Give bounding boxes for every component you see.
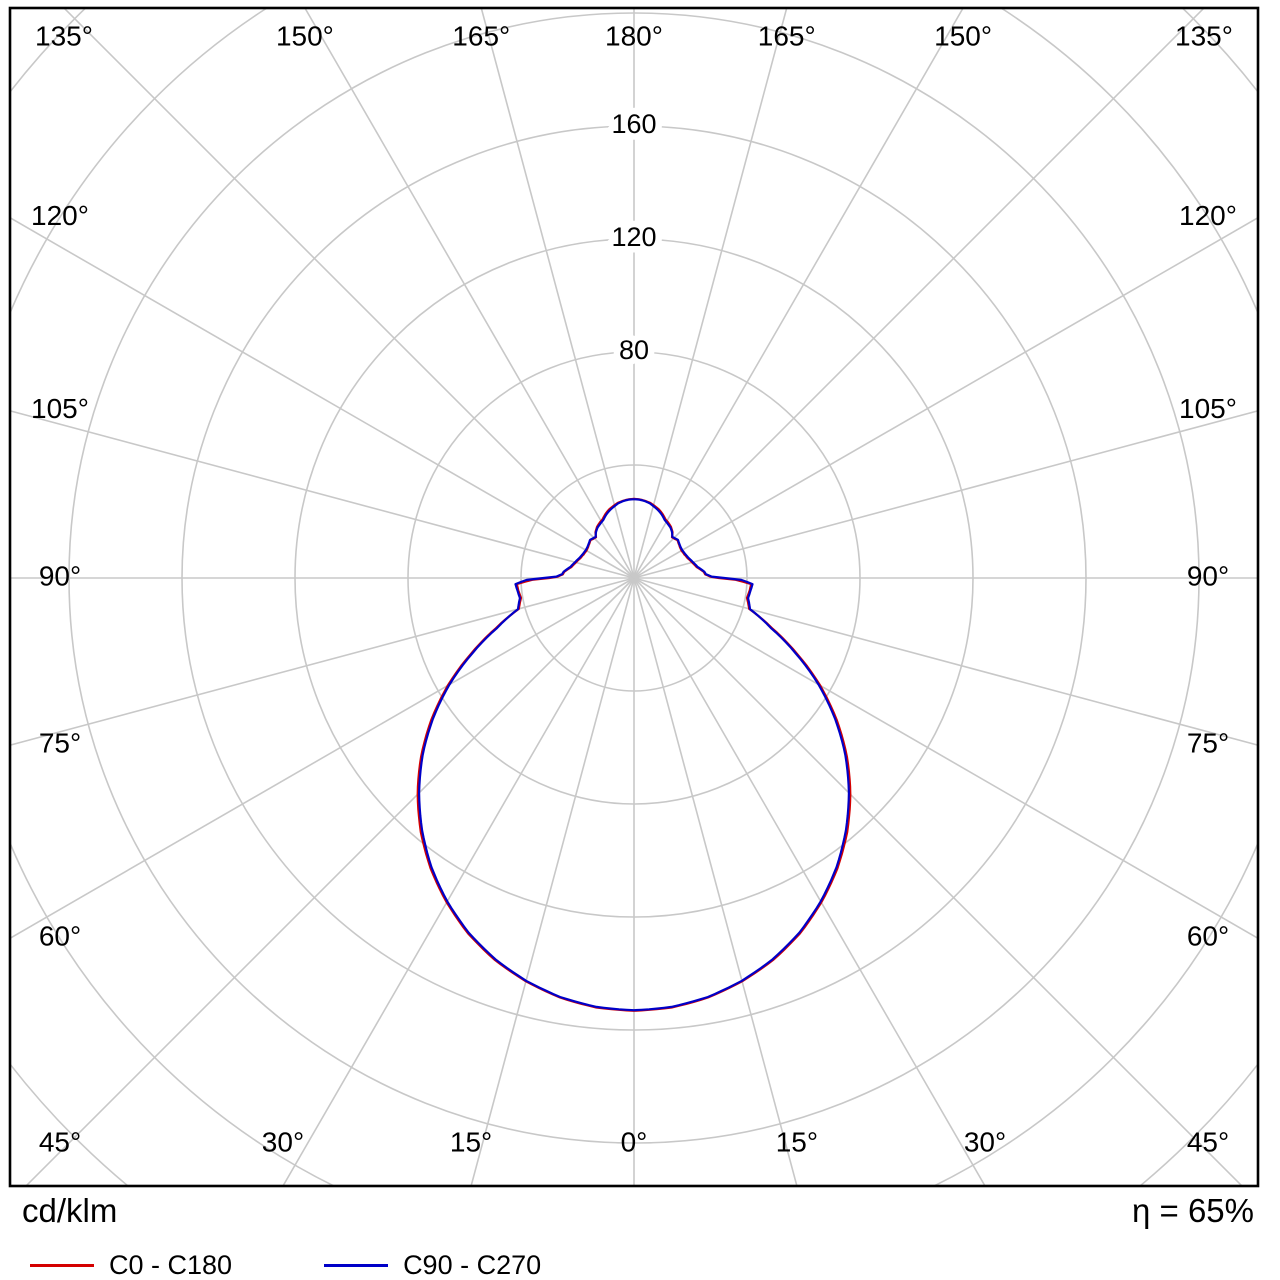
- legend-label-c0-c180: C0 - C180: [109, 1250, 233, 1280]
- angle-label: 150°: [934, 20, 992, 51]
- grid-angle-line: [282, 577, 635, 1186]
- angle-label: 135°: [35, 20, 93, 51]
- legend-swatch-blue-line: [324, 1264, 389, 1267]
- angle-label: 30°: [964, 1126, 1006, 1157]
- units-label: cd/klm: [22, 1192, 118, 1229]
- angle-label: 150°: [276, 20, 334, 51]
- angle-label: 60°: [39, 921, 81, 952]
- ring-value-label: 120: [611, 222, 656, 252]
- angle-label: 105°: [31, 393, 89, 424]
- ring-value-label: 80: [619, 335, 649, 365]
- angle-label: 105°: [1179, 393, 1237, 424]
- ring-value-label: 160: [611, 109, 656, 139]
- angle-label: 15°: [450, 1126, 492, 1157]
- legend-item-c90-c270: C90 - C270: [324, 1250, 541, 1280]
- angle-label: 120°: [1179, 200, 1237, 231]
- grid-angle-line: [633, 577, 1258, 747]
- grid-angle-line: [10, 577, 635, 747]
- grid-angle-line: [480, 8, 635, 579]
- angle-label: 60°: [1187, 921, 1229, 952]
- angle-label: 15°: [776, 1126, 818, 1157]
- angle-label: 90°: [39, 560, 81, 591]
- efficiency-label: η = 65%: [1131, 1192, 1254, 1229]
- angle-label: 90°: [1187, 560, 1229, 591]
- angle-label: 75°: [39, 728, 81, 759]
- angle-label: 135°: [1175, 20, 1233, 51]
- grid-angle-line: [10, 577, 635, 940]
- polar-chart: 80 120 160 0° 15° 15° 30° 30° 45° 45° 60° 60° 75° 75°…: [8, 6, 1260, 1188]
- grid-angle-line: [633, 8, 788, 579]
- grid-angle-line: [633, 8, 965, 579]
- grid-angle-line: [24, 577, 635, 1186]
- angle-label: 75°: [1187, 728, 1229, 759]
- grid-angle-line: [633, 577, 1258, 940]
- angle-label: 165°: [452, 20, 510, 51]
- angle-label: 165°: [758, 20, 816, 51]
- grid-angle-line: [633, 577, 798, 1186]
- angle-label: 30°: [262, 1126, 304, 1157]
- grid-angle-line: [633, 8, 1206, 579]
- grid-angle-line: [10, 216, 635, 579]
- grid-angle-line: [303, 8, 635, 579]
- grid-angle-line: [633, 577, 1244, 1186]
- plot-border: [8, 6, 1260, 1188]
- angle-label: 45°: [1187, 1126, 1229, 1157]
- angle-label: 180°: [605, 20, 663, 51]
- grid-angle-line: [62, 8, 635, 579]
- angle-label: 0°: [621, 1126, 648, 1157]
- grid-angle-line: [633, 216, 1258, 579]
- grid-angle-line: [633, 577, 986, 1186]
- polar-grid: [10, 8, 1258, 1186]
- curves: [416, 497, 852, 1012]
- angle-label: 45°: [39, 1126, 81, 1157]
- grid-angle-line: [470, 577, 635, 1186]
- legend-swatch-red-line: [30, 1264, 94, 1267]
- legend-label-c90-c270: C90 - C270: [403, 1250, 542, 1280]
- legend-item-c0-c180: C0 - C180: [30, 1250, 232, 1280]
- grid-angle-line: [633, 409, 1258, 579]
- legend: C0 - C180 C90 - C270: [30, 1250, 541, 1280]
- intensity-curve-c90-c270: [418, 498, 850, 1012]
- grid-angle-line: [10, 409, 635, 579]
- angle-label: 120°: [31, 200, 89, 231]
